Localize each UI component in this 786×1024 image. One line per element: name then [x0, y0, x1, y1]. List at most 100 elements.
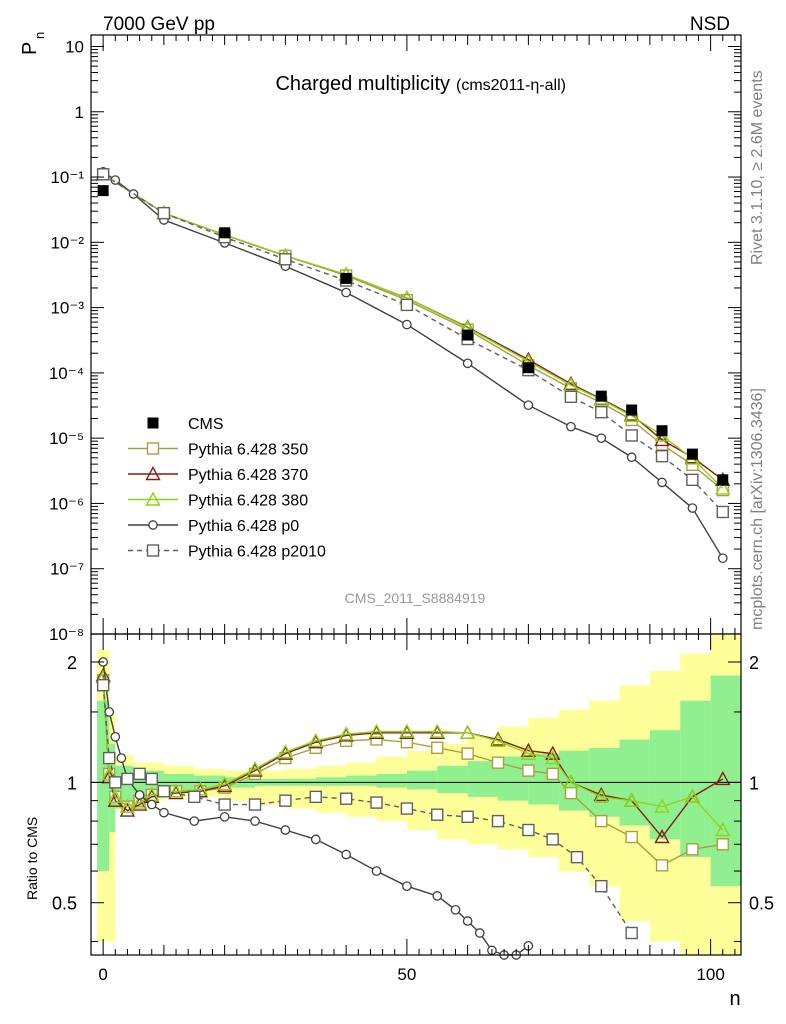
x-tick-label: 0 [98, 965, 107, 984]
ratio-point-pythia-6-428-380 [338, 726, 354, 741]
ratio-point-pythia-6-428-p2010 [188, 790, 201, 804]
ratio-point-pythia-6-428-p0 [462, 916, 473, 926]
ratio-frame [90, 633, 742, 956]
y-tick-label: 10 [65, 37, 84, 56]
ratio-point-pythia-6-428-p2010 [157, 785, 171, 798]
ratio-point-pythia-6-428-p0 [474, 928, 485, 938]
ratio-point-pythia-6-428-p2010 [339, 792, 353, 805]
ratio-point-pythia-6-428-380 [399, 723, 415, 738]
rivet-label: Rivet 3.1.10, ≥ 2.6M events [749, 70, 766, 265]
ratio-point-pythia-6-428-p2010 [248, 798, 262, 811]
ratio-point-pythia-6-428-380 [131, 794, 148, 809]
ratio-tick-label-left: 0.5 [52, 894, 77, 914]
ratio-point-pythia-6-428-p0 [432, 891, 443, 901]
ratio-point-pythia-6-428-370 [715, 770, 731, 786]
main-point-pythia-6-428-p0 [566, 421, 576, 432]
main-point-pythia-6-428-p0 [402, 319, 412, 330]
legend-label-pythia-6-428-p0: Pythia 6.428 p0 [188, 518, 299, 535]
ratio-line-pythia-6-428-370 [102, 675, 724, 839]
main-point-pythia-6-428-p2010 [655, 449, 669, 463]
ratio-point-pythia-6-428-p2010 [625, 926, 638, 940]
y-tick-label: 10⁻⁶ [49, 494, 84, 513]
main-ylabel: P [19, 42, 41, 55]
header-left: 7000 GeV pp [103, 14, 215, 35]
stat-band [315, 777, 347, 786]
main-point-pythia-6-428-p0 [687, 503, 698, 513]
main-point-cms [656, 425, 668, 437]
legend: CMS Pythia 6.428 350 Pythia 6.428 370 Pythi… [128, 416, 326, 561]
main-point-pythia-6-428-p0 [717, 553, 728, 564]
ratio-ylabel: Ratio to CMS [24, 817, 40, 900]
stat-band [97, 700, 110, 872]
ratio-point-pythia-6-428-370 [520, 742, 537, 757]
main-point-pythia-6-428-p2010 [595, 405, 608, 419]
main-point-cms [462, 329, 474, 341]
legend-label-pythia-6-428-p2010: Pythia 6.428 p2010 [188, 544, 326, 561]
header-right: NSD [690, 14, 730, 35]
ratio-point-pythia-6-428-380 [119, 798, 136, 813]
main-point-pythia-6-428-p0 [462, 358, 473, 369]
main-point-cms [340, 272, 352, 284]
main-point-cms [717, 474, 729, 486]
ratio-point-pythia-6-428-350 [564, 786, 578, 800]
main-point-cms [595, 390, 607, 402]
main-point-pythia-6-428-p2010 [400, 298, 414, 312]
main-point-pythia-6-428-p2010 [716, 505, 729, 519]
ratio-point-pythia-6-428-p0 [450, 904, 461, 915]
ratio-point-pythia-6-428-380 [429, 723, 445, 738]
ratio-point-pythia-6-428-380 [520, 745, 537, 760]
main-point-pythia-6-428-p2010 [625, 429, 638, 442]
ratio-point-pythia-6-428-p2010 [121, 772, 134, 786]
ratio-point-pythia-6-428-370 [654, 829, 670, 844]
legend-label-cms: CMS [188, 416, 224, 433]
y-tick-label: 10⁻⁵ [49, 429, 84, 448]
ratio-point-pythia-6-428-380 [216, 776, 233, 791]
ratio-point-pythia-6-428-p2010 [595, 879, 608, 893]
main-point-pythia-6-428-380 [715, 480, 731, 495]
ratio-point-pythia-6-428-p2010 [279, 794, 292, 807]
ratio-point-pythia-6-428-p2010 [491, 814, 505, 828]
mcplots-label: mcplots.cern.ch [arXiv:1306.3436] [749, 388, 766, 630]
legend-label-pythia-6-428-350: Pythia 6.428 350 [188, 442, 308, 459]
ratio-point-pythia-6-428-p0 [116, 753, 127, 763]
ratio-point-pythia-6-428-350 [595, 814, 608, 828]
ratio-point-pythia-6-428-380 [277, 744, 294, 759]
ratio-point-pythia-6-428-350 [625, 830, 638, 844]
ratio-point-pythia-6-428-p2010 [431, 808, 444, 821]
ratio-point-pythia-6-428-p0 [110, 731, 121, 742]
main-point-cms [97, 185, 109, 197]
ratio-tick-label-left: 1 [67, 773, 77, 793]
ratio-point-pythia-6-428-p0 [189, 816, 200, 826]
ratio-tick-label-right: 0.5 [749, 894, 774, 914]
legend-marker-pythia-6-428-370 [145, 466, 161, 481]
ratio-point-pythia-6-428-380 [545, 750, 561, 765]
ratio-point-pythia-6-428-350 [716, 838, 729, 851]
ratio-point-pythia-6-428-350 [491, 756, 505, 769]
main-point-pythia-6-428-p0 [657, 477, 667, 488]
stat-band [649, 730, 681, 840]
legend-marker-cms [147, 417, 159, 429]
ratio-point-pythia-6-428-380 [368, 723, 385, 738]
ratio-point-pythia-6-428-350 [370, 733, 383, 746]
y-tick-label: 10⁻⁴ [49, 364, 84, 383]
legend-marker-pythia-6-428-p2010 [146, 544, 160, 557]
legend-label-pythia-6-428-370: Pythia 6.428 370 [188, 467, 308, 484]
ratio-point-pythia-6-428-p2010 [570, 850, 584, 864]
stat-band [376, 773, 407, 788]
ratio-point-pythia-6-428-380 [107, 788, 123, 804]
main-point-pythia-6-428-370 [654, 431, 670, 447]
ratio-point-pythia-6-428-p0 [104, 707, 115, 717]
ratio-point-pythia-6-428-p2010 [522, 823, 535, 837]
main-point-pythia-6-428-p0 [626, 452, 637, 463]
ratio-point-pythia-6-428-380 [247, 761, 263, 776]
ratio-point-pythia-6-428-p2010 [96, 678, 110, 692]
x-tick-label: 50 [397, 965, 416, 984]
stat-band [437, 765, 468, 794]
main-point-cms [219, 227, 231, 239]
ratio-tick-label-left: 2 [67, 653, 77, 673]
ratio-point-pythia-6-428-p2010 [370, 796, 383, 809]
ratio-point-pythia-6-428-380 [593, 788, 609, 804]
ratio-point-pythia-6-428-p2010 [133, 767, 146, 781]
ratio-point-pythia-6-428-380 [623, 792, 640, 807]
